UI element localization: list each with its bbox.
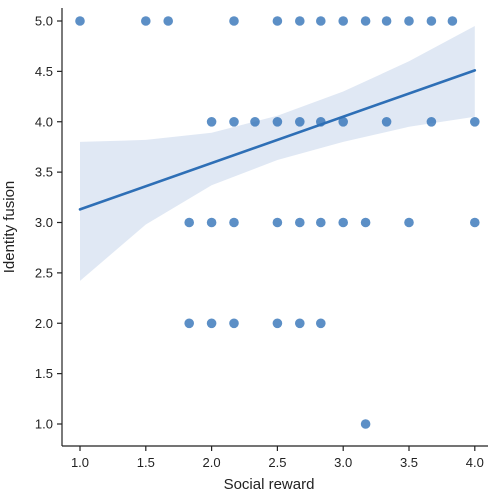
data-point (338, 217, 349, 228)
data-point (316, 117, 326, 127)
regression-line-layer (78, 69, 477, 211)
data-point (404, 16, 414, 26)
data-point (184, 217, 194, 228)
confidence-band (80, 26, 475, 281)
y-tick-label: 3.0 (35, 215, 53, 230)
data-point (316, 16, 326, 26)
data-point (381, 117, 392, 127)
data-point (272, 217, 283, 228)
data-point (381, 16, 392, 26)
x-tick-label: 2.5 (268, 455, 286, 470)
y-tick-label: 2.0 (35, 316, 53, 331)
data-point (141, 16, 151, 26)
data-point (316, 318, 326, 329)
data-point (229, 217, 239, 228)
confidence-band-layer (80, 26, 475, 281)
data-point (360, 217, 371, 228)
x-tick-label: 1.5 (137, 455, 155, 470)
data-point (295, 318, 305, 329)
x-tick-label: 2.0 (203, 455, 221, 470)
data-points-layer (75, 16, 480, 429)
data-point (229, 16, 239, 26)
data-point (295, 16, 305, 26)
data-point (295, 217, 305, 228)
x-tick-label: 3.5 (400, 455, 418, 470)
x-tick-label: 3.0 (334, 455, 352, 470)
data-point (229, 117, 239, 127)
data-point (295, 117, 305, 127)
x-axis-title: Social reward (224, 476, 315, 493)
data-point (206, 318, 217, 329)
y-tick-label: 3.5 (35, 165, 53, 180)
y-tick-label: 1.5 (35, 366, 53, 381)
y-axis-title: Identity fusion (1, 181, 18, 274)
data-point (206, 217, 217, 228)
data-point (206, 117, 217, 127)
x-tick-label: 1.0 (71, 455, 89, 470)
data-point (338, 16, 349, 26)
data-point (163, 16, 173, 26)
data-point (229, 318, 239, 329)
y-tick-label: 1.0 (35, 417, 53, 432)
y-tick-label: 2.5 (35, 265, 53, 280)
data-point (272, 16, 283, 26)
data-point (426, 117, 437, 127)
y-tick-label: 4.5 (35, 64, 53, 79)
data-point (426, 16, 437, 26)
data-point (250, 117, 260, 127)
data-point (360, 419, 371, 429)
data-point (338, 117, 349, 127)
y-tick-label: 5.0 (35, 14, 53, 29)
data-point (75, 16, 85, 26)
data-point (470, 217, 480, 228)
x-tick-label: 4.0 (466, 455, 484, 470)
data-point (316, 217, 326, 228)
data-point (184, 318, 194, 329)
axes-layer: 1.0 1.5 2.0 2.5 3.0 3.5 4.0 1.0 1.5 2.0 2.5 3.0 3.5 4… (1, 8, 488, 493)
data-point (360, 16, 371, 26)
data-point (447, 16, 458, 26)
data-point (404, 217, 414, 228)
data-point (272, 318, 283, 329)
regression-line (78, 69, 477, 211)
data-point (272, 117, 283, 127)
y-tick-label: 4.0 (35, 114, 53, 129)
data-point (470, 117, 480, 127)
